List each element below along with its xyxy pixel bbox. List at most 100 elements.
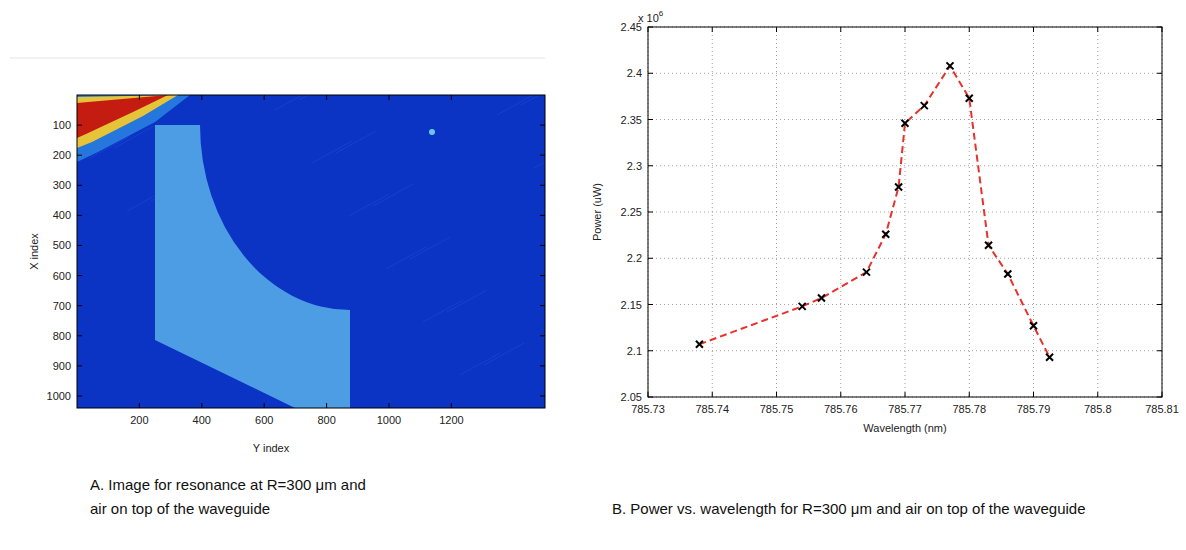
marker-stroke	[799, 303, 806, 310]
marker-stroke	[921, 102, 928, 109]
tick	[77, 335, 82, 336]
tick	[77, 365, 82, 366]
marker	[1030, 322, 1037, 329]
tick	[1157, 119, 1162, 120]
marker	[1004, 270, 1011, 277]
tick-label: 2.3	[627, 160, 642, 172]
marker-stroke	[799, 303, 806, 310]
caption-line: air on top of the waveguide	[90, 500, 270, 517]
marker	[966, 95, 973, 102]
tick	[139, 403, 140, 408]
axes-frame	[77, 95, 545, 408]
data-group	[696, 62, 1053, 360]
marker-stroke	[1004, 270, 1011, 277]
grid-line	[648, 258, 1162, 259]
marker-stroke	[946, 62, 953, 69]
tick	[540, 185, 545, 186]
tick	[648, 119, 653, 120]
tick-label: 200	[130, 414, 148, 426]
tick-label: 2.4	[627, 67, 642, 79]
tick	[77, 245, 82, 246]
tick-label: 1200	[439, 414, 463, 426]
tick	[451, 403, 452, 408]
marker-stroke	[1030, 322, 1037, 329]
tick	[540, 125, 545, 126]
tick	[648, 304, 653, 305]
marker-stroke	[882, 231, 889, 238]
y-axis-title: X index	[28, 233, 40, 270]
tick	[1033, 27, 1034, 32]
tick	[264, 95, 265, 100]
multiplier: x 106	[638, 9, 664, 24]
marker	[696, 341, 703, 348]
texture	[484, 343, 524, 365]
marker-stroke	[696, 341, 703, 348]
marker-stroke	[966, 95, 973, 102]
marker-stroke	[1046, 354, 1053, 361]
grid-line	[648, 304, 1162, 305]
tick	[77, 185, 82, 186]
tick	[201, 95, 202, 100]
caption: B. Power vs. wavelength for R=300 μm and…	[612, 500, 1086, 517]
y-axis-title: Power (uW)	[591, 183, 603, 241]
texture	[312, 141, 352, 163]
tick-label: 300	[53, 179, 71, 191]
tick	[648, 73, 653, 74]
separator	[10, 58, 545, 59]
tick	[540, 365, 545, 366]
tick	[540, 395, 545, 396]
tick	[1157, 350, 1162, 351]
hot-streak	[77, 95, 168, 138]
grid-line	[1097, 27, 1098, 397]
grid-line	[648, 212, 1162, 213]
tick-label: 100	[53, 119, 71, 131]
tick	[540, 245, 545, 246]
tick	[77, 275, 82, 276]
figure: 2004006008001000120010020030040050060070…	[0, 0, 1186, 550]
marker	[882, 231, 889, 238]
marker-stroke	[863, 269, 870, 276]
marker-stroke	[895, 184, 902, 191]
tick	[776, 27, 777, 32]
tick	[648, 350, 653, 351]
tick	[540, 305, 545, 306]
grid-line	[648, 350, 1162, 351]
tick-label: 785.76	[824, 403, 858, 415]
x-axis-title: Wavelength (nm)	[863, 422, 946, 434]
tick-label: 700	[53, 300, 71, 312]
multiplier-base: x 10	[638, 12, 659, 24]
tick	[77, 215, 82, 216]
texture	[497, 95, 537, 115]
tick-label: 200	[53, 149, 71, 161]
marker	[985, 242, 992, 249]
tick	[905, 27, 906, 32]
grid-line	[648, 73, 1162, 74]
tick	[1157, 165, 1162, 166]
tick-label: 400	[193, 414, 211, 426]
marker	[799, 303, 806, 310]
tick-label: 1000	[377, 414, 401, 426]
marker	[902, 120, 909, 127]
tick	[1157, 212, 1162, 213]
marker-stroke	[1046, 354, 1053, 361]
marker-stroke	[818, 295, 825, 302]
marker	[921, 102, 928, 109]
tick	[712, 392, 713, 397]
marker-stroke	[1030, 322, 1037, 329]
marker-stroke	[863, 269, 870, 276]
texture	[386, 247, 426, 269]
tick	[969, 27, 970, 32]
tick-label: 2.05	[621, 391, 642, 403]
tick	[540, 215, 545, 216]
marker-stroke	[902, 120, 909, 127]
multiplier-exp: 6	[659, 9, 664, 18]
tick-label: 1000	[47, 390, 71, 402]
tick-label: 785.73	[631, 403, 665, 415]
tick	[326, 403, 327, 408]
tick	[201, 403, 202, 408]
tick	[77, 305, 82, 306]
tick-label: 600	[255, 414, 273, 426]
marker-stroke	[902, 120, 909, 127]
marker-stroke	[882, 231, 889, 238]
tick	[1157, 304, 1162, 305]
